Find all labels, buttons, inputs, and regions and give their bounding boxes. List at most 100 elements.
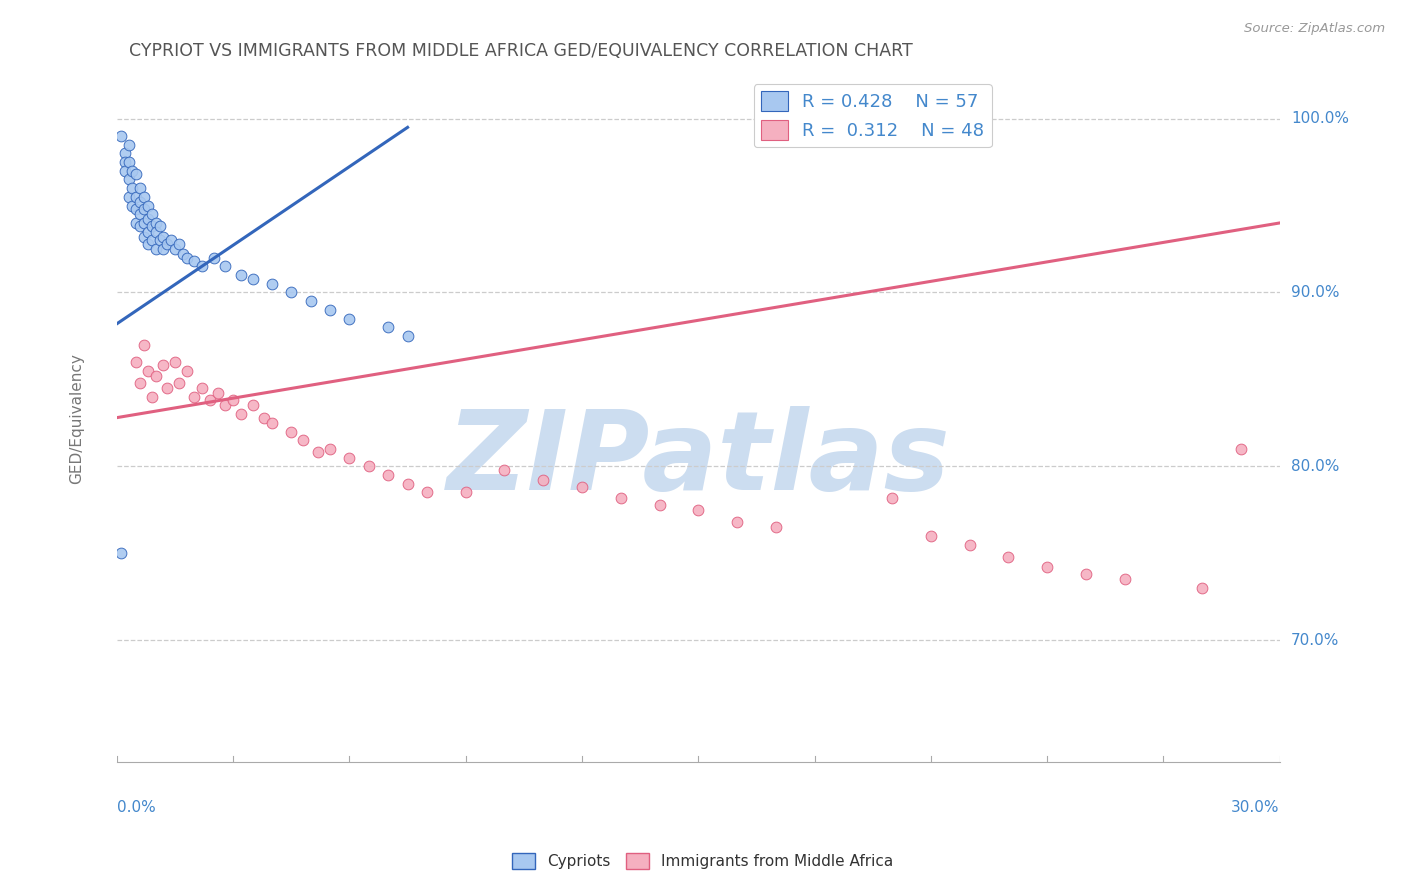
Point [132, 337, 155, 351]
Point [145, 242, 167, 256]
Point [377, 320, 399, 334]
Point [141, 233, 163, 247]
Point [688, 502, 710, 516]
Point [121, 181, 143, 195]
Point [183, 254, 205, 268]
Legend: R = 0.428    N = 57, R =  0.312    N = 48: R = 0.428 N = 57, R = 0.312 N = 48 [754, 84, 991, 147]
Point [1074, 567, 1097, 582]
Text: Source: ZipAtlas.com: Source: ZipAtlas.com [1244, 22, 1385, 36]
Point [997, 549, 1019, 564]
Point [319, 302, 342, 317]
Point [229, 407, 252, 421]
Point [339, 311, 361, 326]
Point [141, 207, 163, 221]
Point [229, 268, 252, 282]
Point [202, 251, 225, 265]
Point [132, 190, 155, 204]
Point [280, 285, 302, 300]
Point [132, 230, 155, 244]
Point [291, 434, 314, 448]
Point [494, 463, 516, 477]
Point [163, 242, 186, 256]
Point [121, 163, 143, 178]
Point [156, 381, 179, 395]
Point [1036, 560, 1059, 574]
Point [145, 368, 167, 383]
Point [610, 491, 633, 505]
Point [183, 390, 205, 404]
Point [129, 376, 152, 390]
Point [117, 137, 139, 152]
Legend: Cypriots, Immigrants from Middle Africa: Cypriots, Immigrants from Middle Africa [506, 847, 900, 875]
Point [176, 364, 198, 378]
Point [725, 515, 748, 529]
Point [132, 216, 155, 230]
Text: 90.0%: 90.0% [1291, 285, 1340, 300]
Point [152, 230, 174, 244]
Point [1114, 572, 1136, 586]
Text: ZIPatlas: ZIPatlas [447, 406, 950, 513]
Point [129, 195, 152, 210]
Point [280, 425, 302, 439]
Text: 100.0%: 100.0% [1291, 112, 1348, 126]
Text: CYPRIOT VS IMMIGRANTS FROM MIDDLE AFRICA GED/EQUIVALENCY CORRELATION CHART: CYPRIOT VS IMMIGRANTS FROM MIDDLE AFRICA… [128, 42, 912, 60]
Point [125, 355, 148, 369]
Point [136, 364, 159, 378]
Point [114, 155, 136, 169]
Point [129, 207, 152, 221]
Point [125, 190, 148, 204]
Point [136, 212, 159, 227]
Text: 30.0%: 30.0% [1232, 799, 1279, 814]
Point [156, 236, 179, 251]
Point [765, 520, 787, 534]
Point [191, 381, 214, 395]
Point [307, 445, 329, 459]
Point [260, 416, 283, 430]
Point [176, 251, 198, 265]
Point [198, 393, 221, 408]
Point [121, 198, 143, 212]
Point [163, 355, 186, 369]
Text: GED/Equivalency: GED/Equivalency [69, 353, 84, 484]
Point [172, 247, 194, 261]
Point [396, 329, 419, 343]
Point [207, 386, 229, 401]
Point [125, 216, 148, 230]
Point [129, 219, 152, 234]
Point [136, 198, 159, 212]
Point [145, 216, 167, 230]
Point [114, 146, 136, 161]
Point [148, 219, 170, 234]
Point [880, 491, 903, 505]
Point [114, 163, 136, 178]
Point [416, 485, 439, 500]
Point [160, 233, 183, 247]
Point [141, 390, 163, 404]
Point [214, 399, 236, 413]
Text: 0.0%: 0.0% [117, 799, 156, 814]
Point [117, 172, 139, 186]
Point [531, 473, 554, 487]
Point [253, 410, 276, 425]
Point [648, 498, 671, 512]
Point [242, 399, 264, 413]
Point [260, 277, 283, 291]
Point [339, 450, 361, 465]
Point [242, 271, 264, 285]
Point [136, 236, 159, 251]
Point [214, 260, 236, 274]
Point [129, 181, 152, 195]
Point [959, 537, 981, 551]
Point [454, 485, 477, 500]
Point [117, 155, 139, 169]
Point [125, 167, 148, 181]
Point [145, 225, 167, 239]
Point [920, 529, 942, 543]
Text: 70.0%: 70.0% [1291, 632, 1339, 648]
Point [136, 225, 159, 239]
Point [191, 260, 214, 274]
Point [319, 442, 342, 456]
Point [222, 393, 245, 408]
Point [152, 359, 174, 373]
Point [110, 129, 132, 144]
